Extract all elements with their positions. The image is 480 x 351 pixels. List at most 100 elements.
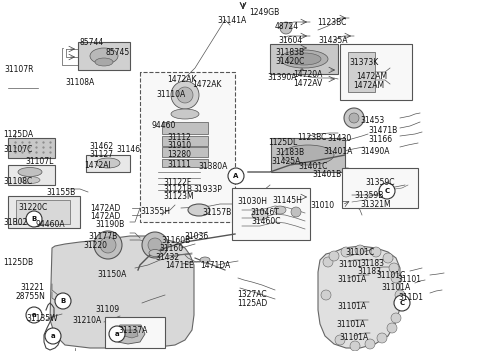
- Text: 31471B: 31471B: [368, 126, 397, 135]
- Text: A: A: [233, 173, 239, 179]
- Circle shape: [365, 339, 375, 349]
- Text: 31121B: 31121B: [163, 185, 192, 194]
- Text: 31111: 31111: [167, 160, 191, 169]
- Ellipse shape: [149, 250, 161, 257]
- Circle shape: [349, 113, 359, 123]
- Text: 31373K: 31373K: [349, 58, 378, 67]
- Circle shape: [389, 263, 399, 273]
- Text: 31030H: 31030H: [237, 197, 267, 206]
- Text: 31101A: 31101A: [381, 283, 410, 292]
- Text: 31359B: 31359B: [354, 191, 384, 200]
- Ellipse shape: [90, 48, 118, 64]
- Text: 31453: 31453: [360, 116, 384, 125]
- Text: 31107L: 31107L: [25, 157, 53, 166]
- Polygon shape: [162, 147, 208, 157]
- Text: 31109: 31109: [95, 305, 119, 314]
- Text: 1125DA: 1125DA: [3, 130, 33, 139]
- Text: 31183: 31183: [357, 267, 381, 276]
- Text: 31101: 31101: [338, 260, 362, 269]
- Circle shape: [26, 211, 42, 227]
- Circle shape: [321, 290, 331, 300]
- Ellipse shape: [200, 257, 210, 263]
- Text: 31604: 31604: [278, 36, 302, 45]
- Text: 31183B: 31183B: [275, 148, 304, 157]
- Circle shape: [355, 245, 365, 255]
- Text: 31112: 31112: [167, 133, 191, 142]
- Text: 31141A: 31141A: [217, 16, 246, 25]
- Circle shape: [350, 341, 360, 351]
- Text: 31460C: 31460C: [251, 217, 280, 226]
- Circle shape: [394, 295, 410, 311]
- Text: C: C: [399, 300, 405, 306]
- Circle shape: [94, 231, 122, 259]
- Text: 31150A: 31150A: [97, 270, 126, 279]
- Text: 1471DA: 1471DA: [200, 261, 230, 270]
- Text: 31101A: 31101A: [339, 333, 368, 342]
- Text: 31146: 31146: [116, 145, 140, 154]
- Polygon shape: [162, 136, 208, 146]
- Text: 31359C: 31359C: [365, 178, 395, 187]
- Polygon shape: [162, 122, 208, 134]
- Polygon shape: [50, 236, 194, 348]
- Text: 31110A: 31110A: [156, 90, 185, 99]
- Text: 94460A: 94460A: [35, 220, 65, 229]
- Text: a: a: [32, 312, 36, 318]
- Text: 31108C: 31108C: [3, 177, 32, 186]
- Polygon shape: [342, 168, 418, 208]
- Text: B: B: [60, 298, 66, 304]
- Text: 1472AD: 1472AD: [90, 212, 120, 221]
- Text: 31157B: 31157B: [202, 208, 231, 217]
- Circle shape: [344, 108, 364, 128]
- Text: 1327AC: 1327AC: [237, 290, 266, 299]
- Text: 31420C: 31420C: [275, 57, 304, 66]
- Circle shape: [171, 81, 199, 109]
- Text: 31101A: 31101A: [336, 320, 365, 329]
- Polygon shape: [78, 42, 130, 70]
- Polygon shape: [8, 138, 55, 158]
- Text: 31321M: 31321M: [360, 200, 391, 209]
- Text: 31435A: 31435A: [318, 36, 348, 45]
- Text: 31401B: 31401B: [312, 170, 341, 179]
- Text: C: C: [384, 188, 390, 194]
- Text: 48724: 48724: [275, 22, 299, 31]
- Text: 31166: 31166: [368, 135, 392, 144]
- Text: 31430: 31430: [327, 134, 351, 143]
- Ellipse shape: [18, 167, 42, 177]
- Ellipse shape: [274, 206, 286, 214]
- Text: 31155B: 31155B: [46, 188, 75, 197]
- Circle shape: [377, 333, 387, 343]
- Text: 31183B: 31183B: [275, 48, 304, 57]
- Circle shape: [323, 257, 333, 267]
- Polygon shape: [115, 325, 145, 344]
- Circle shape: [387, 323, 397, 333]
- Text: 31010: 31010: [310, 201, 334, 210]
- Text: 1472AI: 1472AI: [84, 161, 111, 170]
- Text: 31160: 31160: [159, 244, 183, 253]
- Text: 1472AK: 1472AK: [192, 80, 221, 89]
- Text: 31101C: 31101C: [345, 248, 374, 257]
- Text: 1472AD: 1472AD: [90, 204, 120, 213]
- Polygon shape: [105, 317, 165, 348]
- Circle shape: [177, 87, 193, 103]
- Circle shape: [100, 237, 116, 253]
- Circle shape: [228, 168, 244, 184]
- Text: 1472AK: 1472AK: [167, 75, 196, 84]
- Text: 31355H: 31355H: [140, 207, 170, 216]
- Text: 1123BC: 1123BC: [297, 133, 326, 142]
- Ellipse shape: [96, 158, 120, 168]
- Ellipse shape: [280, 50, 328, 68]
- Text: 1249GB: 1249GB: [249, 8, 279, 17]
- Text: 31101A: 31101A: [337, 275, 366, 284]
- Text: 85744: 85744: [80, 38, 104, 47]
- Polygon shape: [271, 138, 345, 172]
- Text: 14720A: 14720A: [293, 70, 323, 79]
- Ellipse shape: [282, 145, 334, 165]
- Text: 28755N: 28755N: [16, 292, 46, 301]
- Polygon shape: [162, 159, 208, 167]
- Text: 31425A: 31425A: [271, 157, 300, 166]
- Text: 31B02: 31B02: [3, 218, 27, 227]
- Ellipse shape: [171, 109, 199, 119]
- Polygon shape: [86, 155, 130, 172]
- Circle shape: [55, 293, 71, 309]
- Text: 31183: 31183: [360, 259, 384, 268]
